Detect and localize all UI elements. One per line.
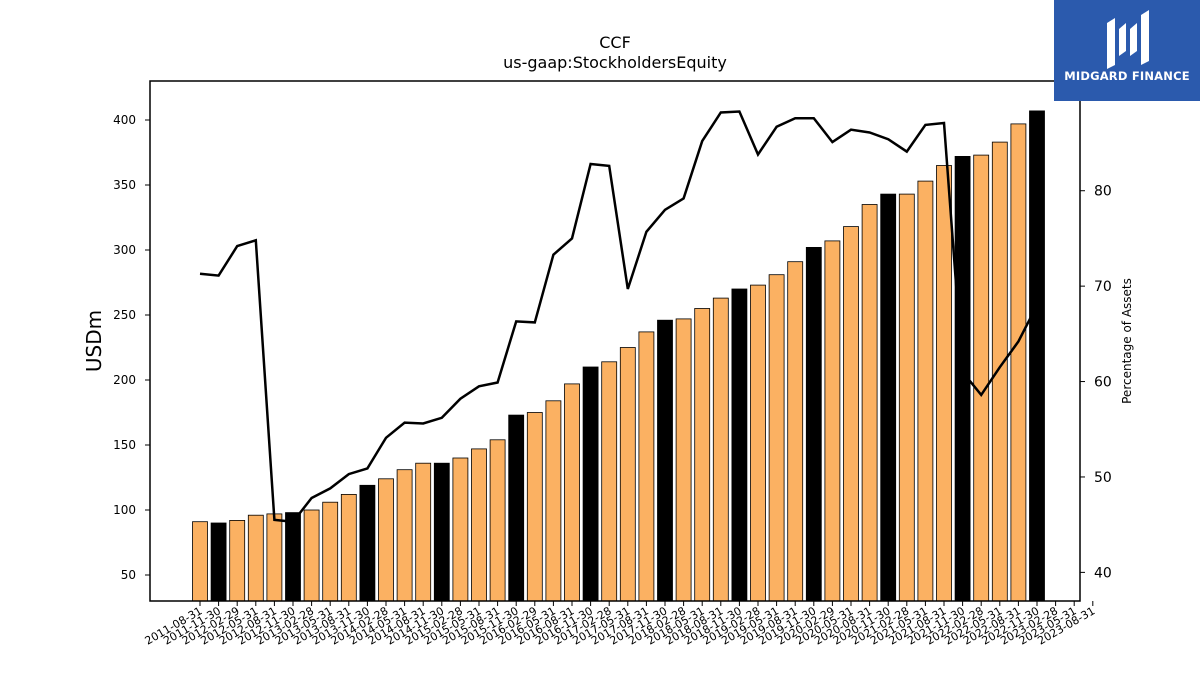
bar-2022-02-28 bbox=[973, 154, 990, 602]
bar-2016-08-31 bbox=[564, 383, 580, 602]
bar-2015-11-30 bbox=[508, 414, 525, 602]
bar-2022-11-30 bbox=[1029, 110, 1045, 602]
bar-2012-05-31 bbox=[247, 514, 264, 602]
bar-2013-02-28 bbox=[303, 509, 320, 602]
chart-title: CCF bbox=[599, 33, 631, 52]
y-tick-label: 350 bbox=[113, 178, 136, 192]
bar-2012-11-30 bbox=[285, 512, 301, 602]
bar-2016-05-31 bbox=[545, 400, 562, 602]
bar-2013-05-31 bbox=[322, 501, 339, 602]
bar-2021-08-31 bbox=[936, 165, 952, 602]
y2-tick-label: 70 bbox=[1094, 279, 1112, 295]
brand-name: MIDGARD FINANCE bbox=[1064, 69, 1190, 83]
bar-2019-11-30 bbox=[805, 246, 822, 602]
y-tick-label: 50 bbox=[121, 568, 136, 582]
chart-subtitle: us-gaap:StockholdersEquity bbox=[503, 53, 727, 72]
bar-2015-02-28 bbox=[452, 457, 469, 602]
plot-frame bbox=[149, 80, 1081, 602]
bar-2016-11-30 bbox=[582, 366, 599, 602]
y2-tick-label: 80 bbox=[1094, 184, 1112, 200]
axes-group: 5010015020025030035040040506070802011-08… bbox=[113, 80, 1112, 648]
bar-2013-11-30 bbox=[359, 484, 376, 602]
y2-tick-label: 60 bbox=[1094, 375, 1112, 391]
bar-2014-11-30 bbox=[433, 462, 450, 602]
y-tick-label: 300 bbox=[113, 243, 136, 257]
y-tick-label: 150 bbox=[113, 438, 136, 452]
bar-2019-05-31 bbox=[768, 274, 785, 602]
y-axis-label: USDm bbox=[82, 310, 106, 372]
midgard-logo-icon bbox=[1107, 10, 1149, 69]
bar-2021-05-31 bbox=[917, 180, 934, 602]
bar-2019-02-28 bbox=[750, 284, 766, 602]
bar-2014-02-28 bbox=[378, 478, 394, 602]
y-tick-label: 250 bbox=[113, 308, 136, 322]
y-tick-label: 100 bbox=[113, 503, 136, 517]
y2-tick-label: 50 bbox=[1094, 470, 1112, 486]
bar-2011-11-30 bbox=[210, 522, 227, 602]
brand-logo[interactable]: MIDGARD FINANCE bbox=[1054, 0, 1200, 101]
bar-2017-02-28 bbox=[601, 361, 618, 602]
bar-2015-05-31 bbox=[471, 448, 487, 602]
bar-2022-05-31 bbox=[991, 141, 1008, 602]
bar-2021-02-28 bbox=[898, 193, 915, 602]
bars-group bbox=[192, 110, 1045, 602]
bar-2020-02-29 bbox=[824, 240, 841, 602]
y-tick-label: 400 bbox=[113, 113, 136, 127]
line-group bbox=[199, 110, 1039, 524]
bar-2017-11-30 bbox=[657, 319, 673, 602]
bar-2018-02-28 bbox=[675, 318, 692, 602]
bar-2014-08-31 bbox=[415, 462, 432, 602]
y2-axis-label: Percentage of Assets bbox=[1120, 278, 1134, 404]
bar-2020-11-30 bbox=[880, 193, 897, 602]
bar-2014-05-31 bbox=[396, 469, 413, 602]
bar-2022-08-31 bbox=[1010, 123, 1027, 602]
bar-2020-08-31 bbox=[861, 204, 878, 602]
bar-2016-02-29 bbox=[526, 412, 543, 602]
bar-2012-08-31 bbox=[266, 513, 283, 602]
y2-tick-label: 40 bbox=[1094, 565, 1112, 581]
percent-of-assets-line bbox=[199, 110, 1039, 524]
bar-2019-08-31 bbox=[787, 261, 804, 602]
bar-2017-05-31 bbox=[619, 347, 636, 602]
bar-2020-05-31 bbox=[843, 226, 859, 602]
bar-2018-11-30 bbox=[731, 288, 748, 602]
bar-2017-08-31 bbox=[638, 331, 655, 602]
bar-2018-05-31 bbox=[694, 308, 711, 602]
bar-2012-02-29 bbox=[229, 520, 246, 602]
bar-2011-08-31 bbox=[192, 521, 208, 602]
bar-2013-08-31 bbox=[340, 493, 357, 602]
y-tick-label: 200 bbox=[113, 373, 136, 387]
bar-2018-08-31 bbox=[712, 297, 729, 602]
bar-2015-08-31 bbox=[489, 439, 506, 602]
